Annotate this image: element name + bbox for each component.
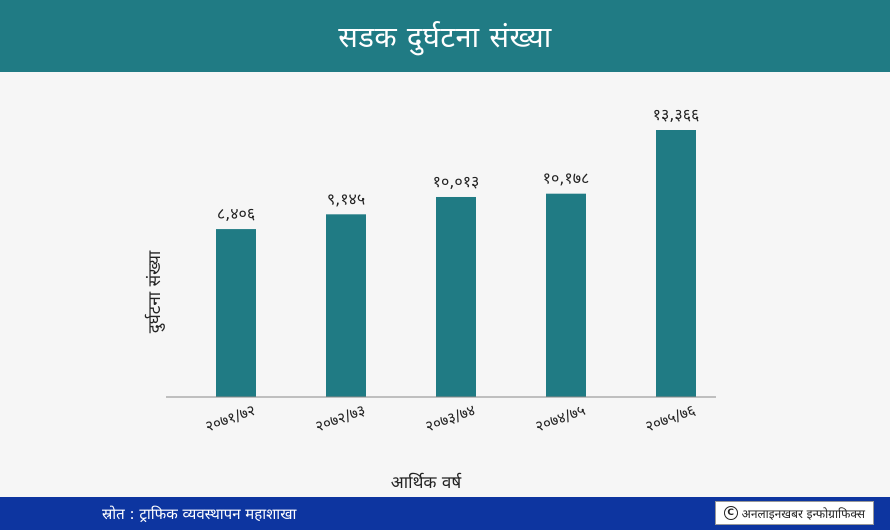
data-label: १०,१७८ xyxy=(543,169,590,188)
credit-badge: C अनलाइनखबर इन्फोग्राफिक्स xyxy=(714,501,874,525)
bar-chart: ८,४०६ २०७१/७२ ९,१४५ २०७२/७३ १०,०१३ २०७३/७४ १०,… xyxy=(144,105,716,493)
credit-text: अनलाइनखबर इन्फोग्राफिक्स xyxy=(741,506,865,521)
x-tick-label: २०७१/७२ xyxy=(203,401,258,436)
bar xyxy=(326,214,366,397)
data-label: १३,३६६ xyxy=(653,105,700,124)
bar xyxy=(216,229,256,397)
source-text: स्रोत : ट्राफिक व्यवस्थापन महाशाखा xyxy=(102,505,297,523)
x-tick-label: २०७५/७६ xyxy=(643,401,698,436)
data-label: ८,४०६ xyxy=(217,204,255,223)
y-axis-title: दुर्घटना संख्या xyxy=(144,250,165,333)
copyright-icon: C xyxy=(723,506,738,520)
header-banner: सडक दुर्घटना संख्या xyxy=(0,0,890,72)
data-label: १०,०१३ xyxy=(433,172,480,191)
x-tick-label: २०७३/७४ xyxy=(423,401,478,436)
bar xyxy=(656,130,696,397)
x-axis-title: आर्थिक वर्ष xyxy=(391,472,463,493)
footer-bar: स्रोत : ट्राफिक व्यवस्थापन महाशाखा C अनल… xyxy=(0,497,890,530)
x-tick-label: २०७४/७५ xyxy=(533,401,588,436)
data-label: ९,१४५ xyxy=(327,189,365,208)
bar xyxy=(546,193,586,397)
bar xyxy=(436,196,476,397)
x-tick-label: २०७२/७३ xyxy=(313,401,368,436)
chart-title: सडक दुर्घटना संख्या xyxy=(338,19,552,54)
